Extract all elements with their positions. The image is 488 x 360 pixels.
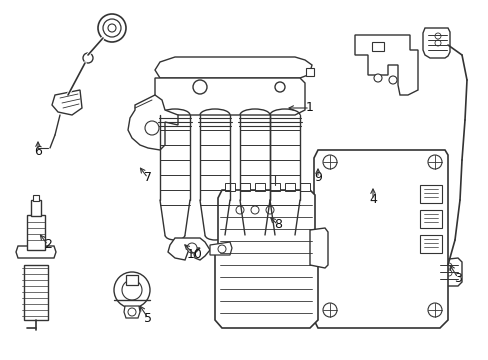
Bar <box>269 183 280 191</box>
Bar <box>240 183 249 191</box>
Polygon shape <box>354 35 417 95</box>
Circle shape <box>250 206 259 214</box>
Text: 6: 6 <box>34 145 42 158</box>
Circle shape <box>145 121 159 135</box>
Polygon shape <box>16 246 56 258</box>
Polygon shape <box>52 90 82 115</box>
Bar <box>305 68 313 76</box>
Text: 7: 7 <box>143 171 152 184</box>
Polygon shape <box>422 28 449 58</box>
Bar <box>299 183 309 191</box>
Circle shape <box>193 80 206 94</box>
Text: 1: 1 <box>305 102 313 114</box>
Circle shape <box>218 245 225 253</box>
Polygon shape <box>215 190 317 328</box>
Circle shape <box>236 206 244 214</box>
Circle shape <box>265 206 273 214</box>
Bar <box>254 183 264 191</box>
Bar <box>371 42 383 51</box>
Text: 4: 4 <box>368 193 376 207</box>
Circle shape <box>128 308 136 316</box>
Text: 9: 9 <box>313 171 321 184</box>
Polygon shape <box>168 238 209 260</box>
Text: 8: 8 <box>273 219 282 231</box>
Circle shape <box>323 155 336 169</box>
Circle shape <box>434 33 440 39</box>
Polygon shape <box>155 57 311 78</box>
Circle shape <box>445 263 451 269</box>
Text: 10: 10 <box>187 248 203 261</box>
Bar <box>419 235 441 253</box>
Circle shape <box>427 155 441 169</box>
Circle shape <box>83 53 93 63</box>
Circle shape <box>445 270 451 276</box>
Bar <box>126 275 138 285</box>
Text: 2: 2 <box>44 238 52 252</box>
Bar <box>31 200 41 216</box>
Bar <box>419 185 441 203</box>
Circle shape <box>103 19 121 37</box>
Bar <box>419 210 441 228</box>
Circle shape <box>186 243 197 253</box>
Circle shape <box>427 303 441 317</box>
Text: 3: 3 <box>453 271 461 284</box>
Text: 5: 5 <box>143 311 152 324</box>
Polygon shape <box>128 95 178 150</box>
Circle shape <box>274 82 285 92</box>
Bar <box>33 195 39 201</box>
Polygon shape <box>124 306 140 318</box>
Circle shape <box>388 76 396 84</box>
Circle shape <box>108 24 116 32</box>
Circle shape <box>122 280 142 300</box>
Circle shape <box>114 272 150 308</box>
Bar <box>285 183 294 191</box>
Polygon shape <box>209 242 231 255</box>
Bar <box>224 183 235 191</box>
Polygon shape <box>309 228 327 268</box>
Bar <box>27 215 45 250</box>
Polygon shape <box>155 78 305 115</box>
Bar <box>24 265 48 320</box>
Circle shape <box>434 40 440 46</box>
Polygon shape <box>313 150 447 328</box>
Circle shape <box>323 303 336 317</box>
Circle shape <box>98 14 126 42</box>
Polygon shape <box>435 258 461 286</box>
Circle shape <box>373 74 381 82</box>
